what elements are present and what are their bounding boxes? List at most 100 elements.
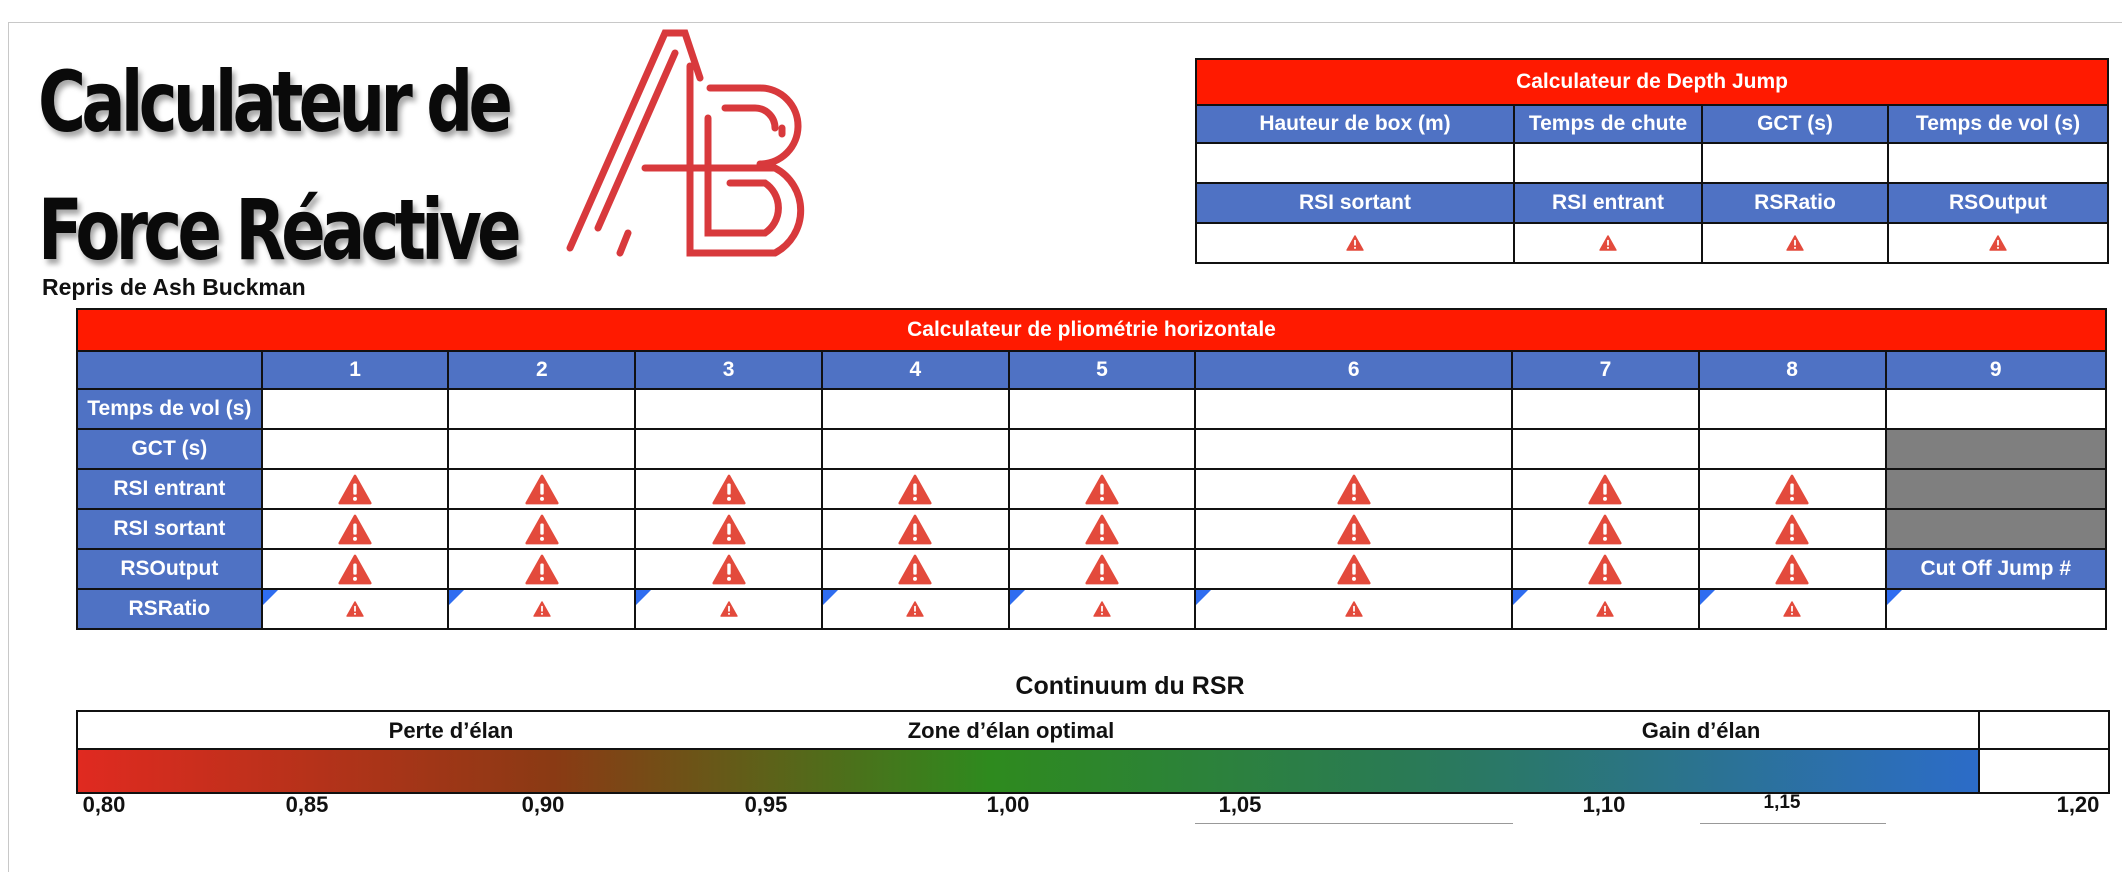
- locked-cell: [1884, 508, 2108, 550]
- result-rsi-out-4: [820, 508, 1010, 550]
- result-rsi-in-4: [820, 468, 1010, 510]
- warning-triangle-icon: [1337, 514, 1371, 544]
- input-gct-8[interactable]: [1697, 428, 1887, 470]
- warning-triangle-icon: [711, 514, 746, 544]
- subtitle: Repris de Ash Buckman: [42, 274, 306, 300]
- warning-triangle-icon: [1337, 554, 1371, 584]
- dj-input-flight-time[interactable]: [1886, 142, 2110, 184]
- input-flight-time-3[interactable]: [634, 388, 823, 430]
- tick-underline: [1700, 823, 1886, 824]
- warning-triangle-icon: [1989, 235, 2007, 252]
- warning-triangle-icon: [1588, 474, 1622, 504]
- cutoff-input[interactable]: [1884, 588, 2108, 630]
- warning-triangle-icon: [1093, 601, 1111, 618]
- warning-triangle-icon: [898, 554, 932, 584]
- row-rsi-in: RSI entrant: [76, 468, 2108, 510]
- row-label-flight-time: Temps de vol (s): [76, 388, 263, 430]
- dj-header-rsi-out: RSI sortant: [1195, 182, 1515, 224]
- continuum-gradient-bar: [78, 750, 1978, 792]
- warning-triangle-icon: [1085, 474, 1119, 504]
- jump-column-4: 4: [820, 350, 1010, 390]
- result-rsoutput-6: [1194, 548, 1514, 590]
- dj-header-gct: GCT (s): [1701, 104, 1889, 144]
- warning-triangle-icon: [346, 601, 364, 618]
- sheet-edge-left: [8, 22, 9, 872]
- result-rsoutput-4: [820, 548, 1010, 590]
- warning-triangle-icon: [1588, 514, 1622, 544]
- jump-column-5: 5: [1007, 350, 1197, 390]
- result-rsi-in-3: [634, 468, 823, 510]
- warning-triangle-icon: [906, 601, 924, 618]
- continuum-divider: [78, 748, 2108, 750]
- input-gct-2[interactable]: [447, 428, 637, 470]
- dj-input-drop-time: 0,000: [1513, 142, 1703, 184]
- jump-column-6: 6: [1194, 350, 1514, 390]
- result-rsi-in-8: [1697, 468, 1887, 510]
- result-rsi-out-1: [260, 508, 450, 550]
- tick-label: 1,10: [1582, 792, 1626, 817]
- jump-column-7: 7: [1511, 350, 1700, 390]
- warning-triangle-icon: [338, 554, 372, 584]
- result-rsi-in-1: [260, 468, 450, 510]
- input-gct-5[interactable]: [1007, 428, 1197, 470]
- dj-result-rsoutput: [1886, 222, 2110, 264]
- dj-header-rsi-in: RSI entrant: [1513, 182, 1703, 224]
- locked-cell: [1884, 468, 2108, 510]
- zone-label-optimal: Zone d’élan optimal: [907, 718, 1115, 743]
- warning-triangle-icon: [711, 554, 746, 584]
- warning-triangle-icon: [533, 601, 551, 618]
- warning-triangle-icon: [898, 514, 932, 544]
- input-flight-time-7[interactable]: [1511, 388, 1700, 430]
- input-flight-time-2[interactable]: [447, 388, 637, 430]
- input-flight-time-9[interactable]: [1884, 388, 2108, 430]
- warning-triangle-icon: [1596, 601, 1615, 618]
- input-flight-time-6[interactable]: [1194, 388, 1514, 430]
- input-gct-4[interactable]: [820, 428, 1010, 470]
- corner-cell: [76, 350, 263, 390]
- row-rsoutput: RSOutput Cut Off Jump #: [76, 548, 2108, 590]
- warning-triangle-icon: [719, 601, 738, 618]
- dj-header-flight-time: Temps de vol (s): [1886, 104, 2110, 144]
- input-flight-time-1[interactable]: [260, 388, 450, 430]
- result-rsi-out-6: [1194, 508, 1514, 550]
- row-label-rsi-out: RSI sortant: [76, 508, 263, 550]
- zone-label-momentum-gain: Gain d’élan: [1641, 718, 1761, 743]
- input-flight-time-5[interactable]: [1007, 388, 1197, 430]
- input-gct-7[interactable]: [1511, 428, 1700, 470]
- jump-column-3: 3: [634, 350, 823, 390]
- jump-column-8: 8: [1697, 350, 1887, 390]
- jump-column-9: 9: [1884, 350, 2108, 390]
- result-rsi-out-3: [634, 508, 823, 550]
- tick-label: 1,15: [1763, 792, 1801, 813]
- warning-triangle-icon: [1085, 554, 1119, 584]
- warning-triangle-icon: [711, 474, 746, 504]
- warning-triangle-icon: [1786, 235, 1804, 252]
- result-rsratio-6: [1194, 588, 1514, 630]
- input-gct-1[interactable]: [260, 428, 450, 470]
- jump-column-1: 1: [260, 350, 450, 390]
- row-gct: GCT (s): [76, 428, 2108, 470]
- row-flight-time: Temps de vol (s): [76, 388, 2108, 430]
- result-rsi-in-2: [447, 468, 637, 510]
- depth-jump-title: Calculateur de Depth Jump: [1194, 58, 2110, 106]
- input-flight-time-4[interactable]: [820, 388, 1010, 430]
- ab-logo: [566, 29, 805, 257]
- warning-triangle-icon: [1085, 514, 1119, 544]
- continuum-title: Continuum du RSR: [1015, 672, 1245, 700]
- page-title: Calculateur de Force Réactive: [38, 38, 522, 294]
- warning-triangle-icon: [338, 514, 372, 544]
- result-rsratio-8: [1697, 588, 1887, 630]
- warning-triangle-icon: [1346, 235, 1364, 252]
- input-gct-6[interactable]: [1194, 428, 1514, 470]
- dj-input-gct[interactable]: [1701, 142, 1889, 184]
- row-label-rsi-in: RSI entrant: [76, 468, 263, 510]
- title-line-1: Calculateur de: [38, 53, 513, 151]
- input-gct-3[interactable]: [634, 428, 823, 470]
- dj-input-box-height[interactable]: [1195, 142, 1515, 184]
- input-flight-time-8[interactable]: [1697, 388, 1887, 430]
- warning-triangle-icon: [1783, 601, 1801, 618]
- result-rsratio-5: [1007, 588, 1197, 630]
- result-rsoutput-1: [260, 548, 450, 590]
- result-rsi-out-2: [447, 508, 637, 550]
- tick-underline: [1195, 823, 1513, 824]
